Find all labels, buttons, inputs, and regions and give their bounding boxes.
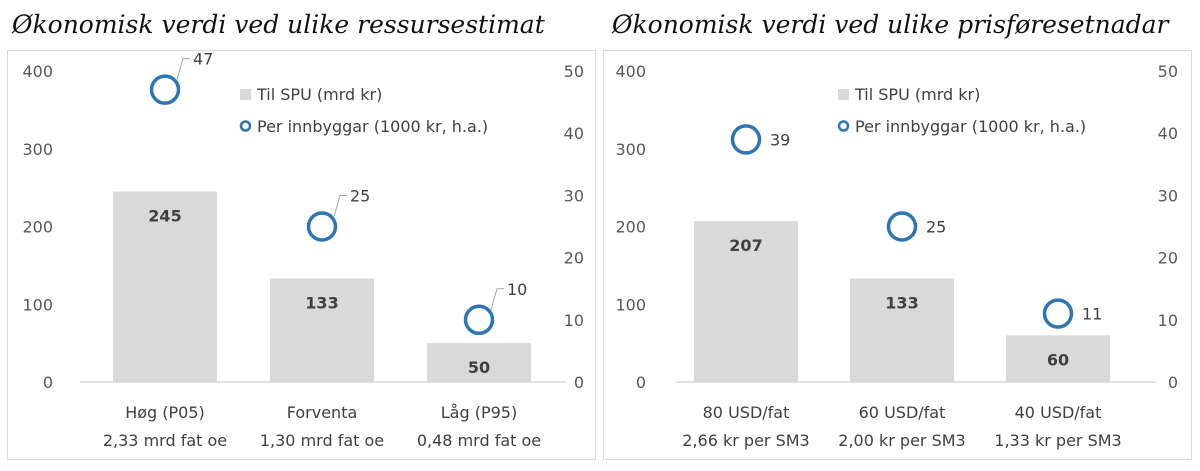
y-tick-label-left: 0 xyxy=(636,373,646,392)
legend-swatch-marker xyxy=(239,120,252,132)
chart-panel-resource: Økonomisk verdi ved ulike ressursestimat… xyxy=(7,10,596,460)
y2-tick-label-right: 20 xyxy=(564,249,584,268)
y2-tick-label-right: 30 xyxy=(1158,186,1178,205)
y2-tick-label-right: 10 xyxy=(1158,311,1178,330)
bar xyxy=(113,191,217,382)
bar-data-label: 133 xyxy=(305,294,338,313)
bar xyxy=(694,221,798,382)
x-category-label: Forventa xyxy=(287,403,358,422)
x-category-label: 40 USD/fat xyxy=(1015,403,1102,422)
marker-point xyxy=(730,124,762,155)
x-category-label: 80 USD/fat xyxy=(703,403,790,422)
chart-title-price: Økonomisk verdi ved ulike prisføresetnad… xyxy=(612,10,1169,39)
marker-point xyxy=(149,74,181,105)
y-tick-label-left: 100 xyxy=(22,295,53,314)
marker-data-label: 10 xyxy=(507,280,527,299)
bar-data-label: 133 xyxy=(885,294,918,313)
chart-frame-price: 0 100 200 300 400 0 10 20 30 40 50 207 133 60 39 25 11 80… xyxy=(603,50,1192,460)
y2-tick-label-right: 10 xyxy=(564,311,584,330)
y-tick-label-left: 200 xyxy=(22,218,53,237)
x-category-sublabel: 2,33 mrd fat oe xyxy=(103,431,227,450)
y-tick-label-left: 200 xyxy=(615,218,646,237)
marker-leader-line xyxy=(333,195,347,217)
x-category-sublabel: 1,30 mrd fat oe xyxy=(260,431,384,450)
chart-frame-resource: 0 100 200 300 400 0 10 20 30 40 50 245 133 50 47 25 10 Hø… xyxy=(7,50,596,460)
bar-data-label: 60 xyxy=(1047,350,1069,369)
y-tick-label-left: 300 xyxy=(22,140,53,159)
marker-data-label: 47 xyxy=(193,50,213,69)
legend-swatch-bar xyxy=(240,89,251,100)
y2-tick-label-right: 50 xyxy=(564,62,584,81)
bar xyxy=(427,343,531,382)
marker-point xyxy=(886,211,918,242)
marker-data-label: 25 xyxy=(350,187,370,206)
chart-svg-resource: 0 100 200 300 400 0 10 20 30 40 50 245 133 50 47 25 10 Hø… xyxy=(22,50,584,450)
bar xyxy=(1006,335,1110,382)
y2-tick-label-right: 40 xyxy=(1158,124,1178,143)
y2-tick-label-right: 50 xyxy=(1158,62,1178,81)
marker-leader-line xyxy=(176,58,190,80)
legend-label-marker: Per innbyggar (1000 kr, h.a.) xyxy=(257,117,488,136)
marker-point xyxy=(463,304,495,336)
x-category-sublabel: 1,33 kr per SM3 xyxy=(994,431,1121,450)
y-tick-label-left: 300 xyxy=(615,140,646,159)
marker-point xyxy=(1042,298,1074,329)
marker-point xyxy=(306,211,338,242)
marker-data-label: 39 xyxy=(770,130,790,149)
y2-tick-label-right: 40 xyxy=(564,124,584,143)
y2-tick-label-right: 30 xyxy=(564,186,584,205)
x-category-sublabel: 0,48 mrd fat oe xyxy=(417,431,541,450)
bar-data-label: 245 xyxy=(148,207,181,226)
x-category-label: 60 USD/fat xyxy=(859,403,946,422)
chart-svg-price: 0 100 200 300 400 0 10 20 30 40 50 207 133 60 39 25 11 80… xyxy=(615,62,1178,450)
bar-data-label: 50 xyxy=(468,358,490,377)
marker-data-label: 25 xyxy=(926,218,946,237)
y-tick-label-left: 400 xyxy=(22,62,53,81)
legend-swatch-bar xyxy=(838,89,849,100)
y2-tick-label-right: 0 xyxy=(1168,373,1178,392)
x-category-label: Høg (P05) xyxy=(125,403,205,422)
x-category-sublabel: 2,66 kr per SM3 xyxy=(682,431,809,450)
marker-leader-line xyxy=(490,288,504,310)
bar-data-label: 207 xyxy=(729,236,762,255)
chart-panel-price: Økonomisk verdi ved ulike prisføresetnad… xyxy=(600,0,1200,471)
bar xyxy=(270,278,374,382)
x-category-sublabel: 2,00 kr per SM3 xyxy=(838,431,965,450)
y-tick-label-left: 0 xyxy=(43,373,53,392)
y2-tick-label-right: 20 xyxy=(1158,249,1178,268)
marker-data-label: 11 xyxy=(1082,305,1102,324)
y-tick-label-left: 400 xyxy=(615,62,646,81)
legend-label-bar: Til SPU (mrd kr) xyxy=(256,85,382,104)
legend-label-marker: Per innbyggar (1000 kr, h.a.) xyxy=(855,117,1086,136)
bar xyxy=(850,278,954,382)
y-tick-label-left: 100 xyxy=(615,295,646,314)
x-category-label: Låg (P95) xyxy=(441,403,517,422)
y2-tick-label-right: 0 xyxy=(574,373,584,392)
legend-swatch-marker xyxy=(837,120,850,132)
legend-label-bar: Til SPU (mrd kr) xyxy=(854,85,980,104)
chart-title-resource: Økonomisk verdi ved ulike ressursestimat xyxy=(12,10,545,39)
